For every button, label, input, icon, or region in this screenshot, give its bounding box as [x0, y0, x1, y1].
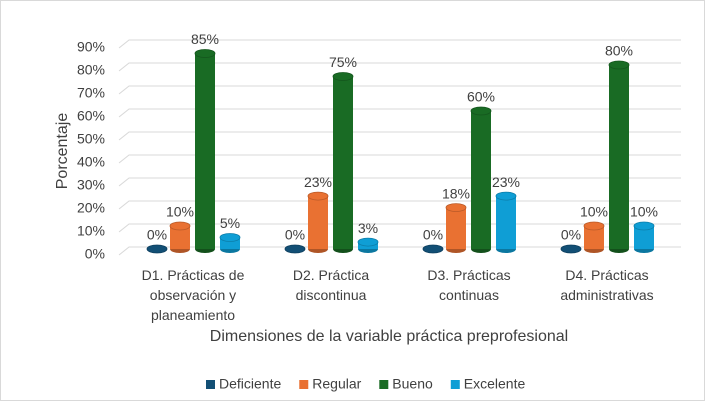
- grid-line: [118, 62, 681, 72]
- bar-top: [470, 106, 492, 116]
- bar-body: [496, 196, 516, 249]
- data-label: 60%: [467, 89, 495, 105]
- bar-top: [284, 244, 306, 254]
- bar: [608, 60, 630, 253]
- bar: [332, 72, 354, 253]
- y-tick-label: 80%: [77, 62, 105, 78]
- data-label: 5%: [220, 215, 240, 231]
- bar-top: [357, 237, 379, 247]
- data-label: 85%: [191, 31, 219, 47]
- data-label: 18%: [442, 185, 470, 201]
- grid-line: [118, 154, 681, 164]
- bar-top: [608, 60, 630, 70]
- bar-top: [307, 191, 329, 201]
- legend-swatch: [450, 380, 460, 389]
- data-label: 0%: [285, 227, 305, 243]
- data-label: 0%: [423, 227, 443, 243]
- grid-line: [118, 108, 681, 118]
- bar-body: [609, 65, 629, 249]
- bar-body: [333, 76, 353, 249]
- bar: [633, 221, 655, 253]
- data-label: 10%: [166, 204, 194, 220]
- bar-body: [308, 196, 328, 249]
- grid-line: [118, 39, 681, 49]
- y-tick-label: 70%: [77, 85, 105, 101]
- y-tick-label: 60%: [77, 108, 105, 124]
- bar-top: [219, 233, 241, 242]
- bar: [583, 221, 605, 253]
- data-label: 3%: [358, 220, 378, 236]
- bar-top: [560, 244, 582, 254]
- bar-top: [332, 72, 354, 81]
- bar-top: [583, 221, 605, 231]
- bar-top: [194, 49, 216, 58]
- bar: [284, 244, 306, 254]
- y-tick-label: 90%: [77, 39, 105, 55]
- bar: [194, 49, 216, 253]
- y-tick-label: 50%: [77, 131, 105, 147]
- bar: [495, 191, 517, 253]
- legend-label: Excelente: [464, 376, 526, 392]
- grid-line: [118, 85, 681, 95]
- grid-line: [118, 131, 681, 141]
- bar: [445, 203, 467, 253]
- bar: [146, 244, 168, 254]
- bar-body: [584, 226, 604, 249]
- legend-label: Regular: [312, 376, 361, 392]
- data-label: 23%: [304, 174, 332, 190]
- bar-body: [471, 111, 491, 249]
- x-tick-label: D4. Prácticas administrativas: [560, 267, 654, 303]
- legend-label: Bueno: [392, 376, 433, 392]
- bar-top: [633, 221, 655, 231]
- legend-swatch: [299, 380, 309, 389]
- data-label: 23%: [492, 174, 520, 190]
- legend-label: Deficiente: [219, 376, 281, 392]
- bar-top: [495, 191, 517, 201]
- data-label: 0%: [147, 227, 167, 243]
- bar: [307, 191, 329, 253]
- y-tick-label: 0%: [85, 246, 105, 262]
- data-label: 10%: [630, 204, 658, 220]
- bar: [219, 233, 241, 253]
- bar: [560, 244, 582, 254]
- y-tick-label: 20%: [77, 200, 105, 216]
- x-axis-label: Dimensiones de la variable práctica prep…: [210, 328, 568, 345]
- bar: [470, 106, 492, 253]
- bar-top: [422, 244, 444, 254]
- bar: [357, 237, 379, 253]
- bar-body: [446, 207, 466, 249]
- data-label: 80%: [605, 43, 633, 59]
- data-label: 75%: [329, 54, 357, 70]
- y-tick-label: 40%: [77, 154, 105, 170]
- bar-body: [170, 226, 190, 249]
- bar-top: [169, 221, 191, 231]
- y-tick-label: 30%: [77, 177, 105, 193]
- data-label: 10%: [580, 204, 608, 220]
- legend-swatch: [379, 380, 389, 389]
- bar-top: [146, 244, 168, 254]
- y-tick-label: 10%: [77, 223, 105, 239]
- y-axis-label: Porcentaje: [54, 113, 71, 190]
- legend-swatch: [206, 380, 215, 389]
- grid-line: [118, 177, 681, 187]
- bar-body: [195, 53, 215, 249]
- x-tick-label: D3. Prácticas continuas: [427, 267, 511, 303]
- bar-body: [220, 237, 240, 249]
- bar: [169, 221, 191, 253]
- bar: [422, 244, 444, 254]
- x-tick-label: D2. Práctica discontinua: [292, 267, 370, 303]
- data-label: 0%: [561, 227, 581, 243]
- bar-top: [445, 203, 467, 213]
- bar-body: [634, 226, 654, 249]
- x-tick-label: D1. Prácticas de observación y planeamie…: [141, 267, 245, 323]
